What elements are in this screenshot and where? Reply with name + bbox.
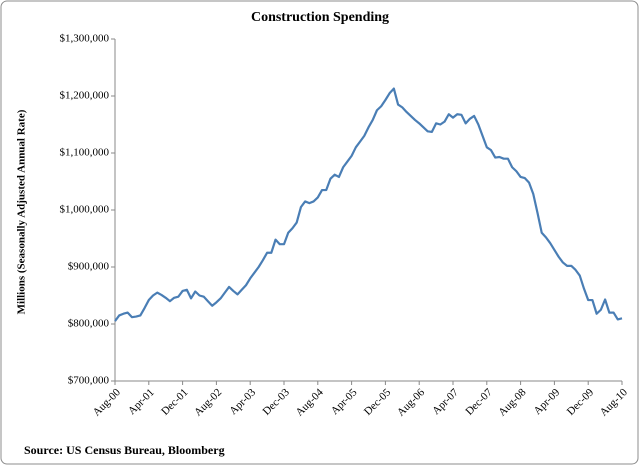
y-tick-label: $1,000,000 xyxy=(60,204,110,216)
chart-title: Construction Spending xyxy=(251,10,389,25)
y-axis-title: Millions (Seasonally Adjusted Annual Rat… xyxy=(16,109,28,314)
source-note: Source: US Census Bureau, Bloomberg xyxy=(24,443,225,457)
data-line xyxy=(114,87,623,322)
y-tick-label: $1,100,000 xyxy=(60,147,110,159)
y-tick-label: $1,300,000 xyxy=(60,33,110,45)
y-tick-label: $700,000 xyxy=(68,375,110,387)
y-tick-label: $800,000 xyxy=(68,318,110,330)
y-tick-label: $900,000 xyxy=(68,261,110,273)
y-tick-label: $1,200,000 xyxy=(60,90,110,102)
